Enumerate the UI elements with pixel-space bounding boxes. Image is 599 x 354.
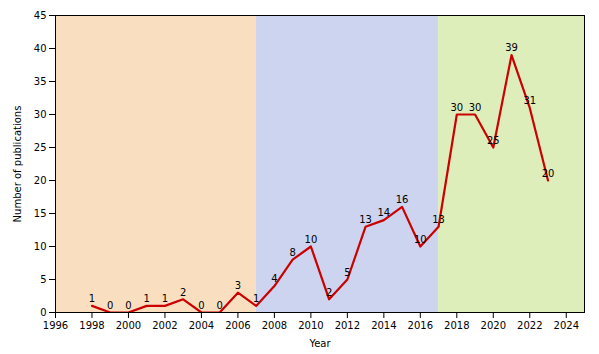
svg-text:30: 30 [34,109,47,120]
svg-text:1996: 1996 [43,320,68,331]
svg-text:2010: 2010 [298,320,323,331]
svg-text:1998: 1998 [79,320,104,331]
svg-text:39: 39 [505,42,518,53]
svg-text:14: 14 [377,207,390,218]
svg-text:31: 31 [523,95,536,106]
svg-text:2: 2 [180,287,186,298]
svg-text:2016: 2016 [408,320,433,331]
svg-text:13: 13 [432,214,445,225]
svg-text:45: 45 [34,10,47,21]
svg-text:2020: 2020 [481,320,506,331]
svg-text:10: 10 [305,234,318,245]
svg-text:0: 0 [107,300,113,311]
svg-text:2014: 2014 [371,320,396,331]
svg-text:2018: 2018 [444,320,469,331]
svg-text:10: 10 [414,234,427,245]
svg-text:Number of publications: Number of publications [12,106,23,223]
svg-text:0: 0 [125,300,131,311]
svg-text:13: 13 [359,214,372,225]
svg-text:4: 4 [271,273,277,284]
svg-text:16: 16 [396,194,409,205]
svg-text:20: 20 [542,168,555,179]
svg-text:10: 10 [34,241,47,252]
svg-text:2024: 2024 [554,320,579,331]
svg-text:1: 1 [253,293,259,304]
svg-text:25: 25 [487,135,500,146]
svg-text:2002: 2002 [152,320,177,331]
svg-text:1: 1 [144,293,150,304]
svg-text:3: 3 [235,280,241,291]
svg-text:2: 2 [326,287,332,298]
svg-text:15: 15 [34,208,47,219]
svg-text:0: 0 [216,300,222,311]
svg-text:2004: 2004 [189,320,214,331]
svg-text:1: 1 [162,293,168,304]
svg-text:25: 25 [34,142,47,153]
svg-text:0: 0 [40,307,46,318]
svg-text:40: 40 [34,43,47,54]
svg-text:1: 1 [89,293,95,304]
svg-text:Year: Year [308,338,331,349]
svg-text:35: 35 [34,76,47,87]
svg-text:2008: 2008 [262,320,287,331]
svg-text:2012: 2012 [335,320,360,331]
svg-text:20: 20 [34,175,47,186]
svg-text:2006: 2006 [225,320,250,331]
svg-text:0: 0 [198,300,204,311]
svg-text:8: 8 [289,247,295,258]
svg-text:2000: 2000 [116,320,141,331]
svg-text:30: 30 [450,102,463,113]
svg-text:30: 30 [469,102,482,113]
svg-text:5: 5 [40,274,46,285]
svg-text:5: 5 [344,267,350,278]
svg-text:2022: 2022 [517,320,542,331]
